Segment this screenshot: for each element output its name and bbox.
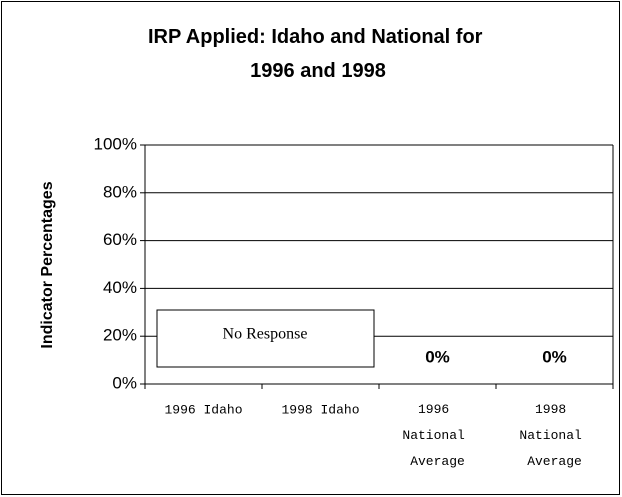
annotation: No Response [223,326,308,343]
value-label: 0% [542,347,567,366]
value-label: 0% [425,347,450,366]
y-tick-label: 20% [103,326,137,345]
y-tick-label: 40% [103,278,137,297]
y-axis-title: Indicator Percentages [39,181,56,348]
x-tick-label: 1996 National Average [402,402,472,469]
chart-title: IRP Applied: Idaho and National for 1996… [148,26,488,82]
x-tick-label: 1996 Idaho [164,402,242,417]
x-tick-label: 1998 National Average [519,402,589,469]
y-tick-label: 80% [103,182,137,201]
annotation-box [156,309,375,368]
y-tick-label: 100% [94,134,137,153]
y-tick-label: 60% [103,230,137,249]
x-tick-label: 1998 Idaho [281,402,359,417]
y-tick-label: 0% [112,373,137,392]
